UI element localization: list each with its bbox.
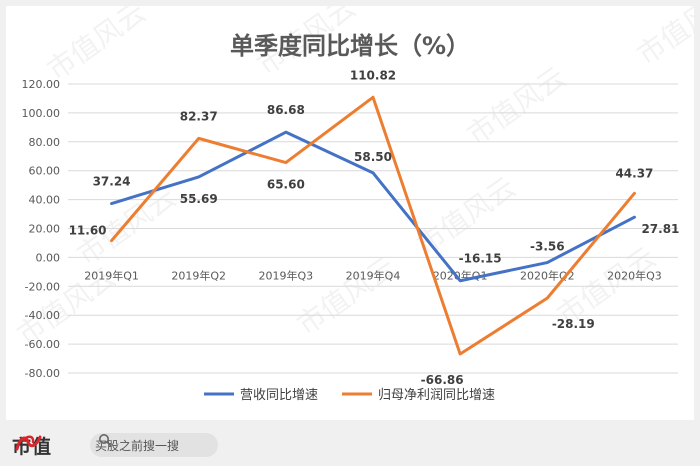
- legend-label: 营收同比增速: [240, 388, 318, 403]
- watermark-text: 市值风云: [631, 6, 694, 72]
- y-tick-label: 40.00: [29, 194, 61, 207]
- y-tick-label: -80.00: [25, 367, 60, 380]
- footer-bar: 市值 买股之前搜一搜: [0, 424, 700, 466]
- y-tick-label: 20.00: [29, 223, 61, 236]
- y-tick-label: -40.00: [25, 309, 60, 322]
- series-line-net-profit: [110, 95, 636, 356]
- y-axis: 120.00 100.00 80.00 60.00 40.00 20.00 0.00 -20.…: [22, 78, 61, 380]
- watermark-text: 市值风云: [41, 6, 152, 87]
- y-tick-label: 120.00: [22, 78, 61, 91]
- search-icon: [99, 434, 112, 447]
- series-layer: [110, 95, 636, 356]
- search-box[interactable]: 买股之前搜一搜: [90, 433, 218, 457]
- fengyun-logo-icon: [15, 435, 42, 451]
- chart-card: 市值风云 市值风云 市值风云 市值风云 市值风云 市值风云 市值风云 市值风云 市值风云 单季度…: [6, 6, 694, 420]
- data-label: 86.68: [267, 103, 305, 117]
- data-label: 58.50: [354, 150, 392, 164]
- data-label: -16.15: [459, 252, 502, 266]
- data-label: -28.19: [552, 317, 595, 331]
- x-tick-label: 2020年Q2: [520, 268, 575, 282]
- data-label: 65.60: [267, 178, 305, 192]
- brand: 市值: [12, 432, 52, 458]
- x-tick-label: 2019年Q1: [84, 268, 139, 282]
- search-placeholder: 买股之前搜一搜: [95, 438, 180, 453]
- y-tick-label: 0.00: [36, 251, 61, 264]
- watermark-text: 市值风云: [291, 250, 402, 341]
- y-tick-label: 80.00: [29, 136, 61, 149]
- data-label: 37.24: [93, 175, 131, 189]
- x-tick-label: 2019年Q4: [346, 268, 401, 282]
- x-tick-label: 2019年Q3: [259, 268, 314, 282]
- y-tick-label: 100.00: [22, 107, 61, 120]
- y-tick-label: -60.00: [25, 338, 60, 351]
- data-label: 82.37: [180, 109, 218, 123]
- data-label: 44.37: [615, 166, 653, 180]
- legend: 营收同比增速 归母净利润同比增速: [204, 388, 495, 403]
- data-label: 27.81: [641, 222, 679, 236]
- data-label: 11.60: [69, 224, 107, 238]
- x-tick-label: 2020年Q3: [607, 268, 662, 282]
- data-label: -66.86: [421, 373, 464, 387]
- data-label: -3.56: [530, 240, 565, 254]
- x-axis: 2019年Q1 2019年Q2 2019年Q3 2019年Q4 2020年Q1 2020年…: [84, 268, 662, 282]
- legend-label: 归母净利润同比增速: [378, 388, 495, 403]
- data-label: 110.82: [350, 68, 396, 82]
- watermark-text: 市值风云: [461, 60, 572, 151]
- watermark-text: 市值风云: [411, 170, 522, 261]
- chart-title: 单季度同比增长（%）: [230, 32, 470, 60]
- series-line-revenue: [110, 130, 636, 283]
- y-tick-label: 60.00: [29, 165, 61, 178]
- y-tick-label: -20.00: [25, 280, 60, 293]
- data-label: 55.69: [180, 192, 218, 206]
- data-labels: 37.24 55.69 86.68 58.50 -16.15 -3.56 27.81 11.6…: [69, 68, 680, 387]
- x-tick-label: 2019年Q2: [171, 268, 226, 282]
